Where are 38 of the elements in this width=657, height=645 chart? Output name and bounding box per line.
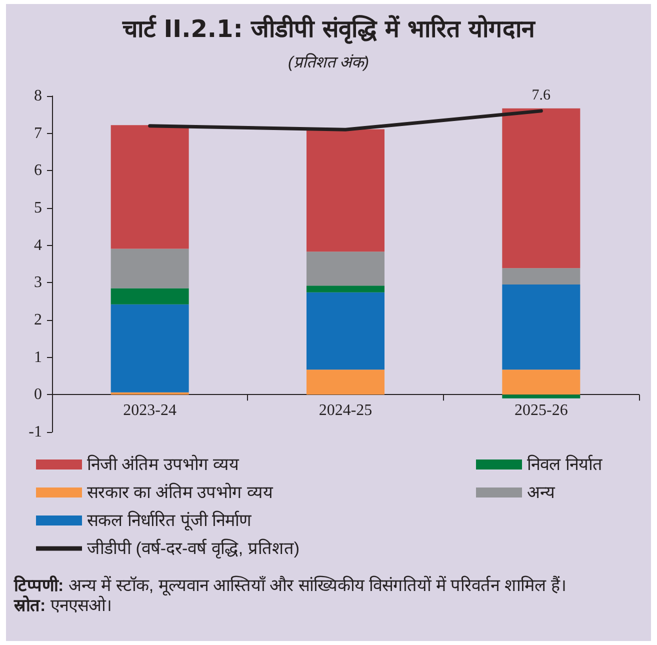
bar: [306, 252, 384, 286]
y-tick-label: 4: [34, 236, 42, 254]
data-label: 7.6: [532, 87, 552, 104]
legend-label: सरकार का अंतिम उपभोग व्यय: [87, 482, 274, 502]
y-tick-label: 7: [34, 124, 42, 142]
legend-label: जीडीपी (वर्ष-दर-वर्ष वृद्धि, प्रतिशत): [87, 538, 300, 559]
x-tick-label: 2024-25: [318, 402, 372, 420]
y-tick-label: 1: [34, 348, 42, 366]
bar: [110, 304, 189, 392]
y-tick-label: 0: [34, 386, 42, 404]
bar: [306, 129, 384, 252]
bar: [306, 292, 384, 370]
legend-label: निजी अंतिम उपभोग व्यय: [87, 454, 240, 474]
bar: [110, 248, 189, 288]
y-tick-label: 2: [34, 312, 42, 328]
bar: [502, 370, 580, 395]
legend-label: अन्य: [527, 483, 556, 502]
y-tick-label: 5: [34, 200, 42, 216]
chart-title: चार्ट II.2.1: जीडीपी संवृद्धि में भारित योगदान: [121, 15, 537, 44]
y-tick-label: 6: [34, 162, 42, 180]
y-tick-label: 8: [34, 88, 42, 104]
text: टिप्पणी: अन्य में स्टॉक, मूल्यवान आस्तियाँ और सांख्यिकीय विसंगतियों में परिवर्तन शामिल हैं।: [14, 576, 568, 596]
bar: [502, 394, 580, 398]
bar: [306, 370, 384, 395]
bar: [110, 288, 189, 304]
text: स्रोत: एनएसओ।: [14, 596, 112, 616]
chart-subtitle: (प्रतिशत अंक): [288, 52, 370, 72]
y-tick-label: -1: [28, 424, 42, 440]
bar: [110, 125, 189, 249]
bar: [502, 268, 580, 285]
bar: [306, 286, 384, 292]
x-tick-label: 2023-24: [123, 402, 176, 420]
legend-label: सकल निर्धारित पूंजी निर्माण: [87, 510, 252, 531]
bar: [502, 108, 580, 268]
y-tick-label: 3: [34, 274, 42, 292]
legend-label: निवल निर्यात: [527, 454, 603, 474]
bar: [502, 284, 580, 370]
x-tick-label: 2025-26: [514, 402, 568, 420]
